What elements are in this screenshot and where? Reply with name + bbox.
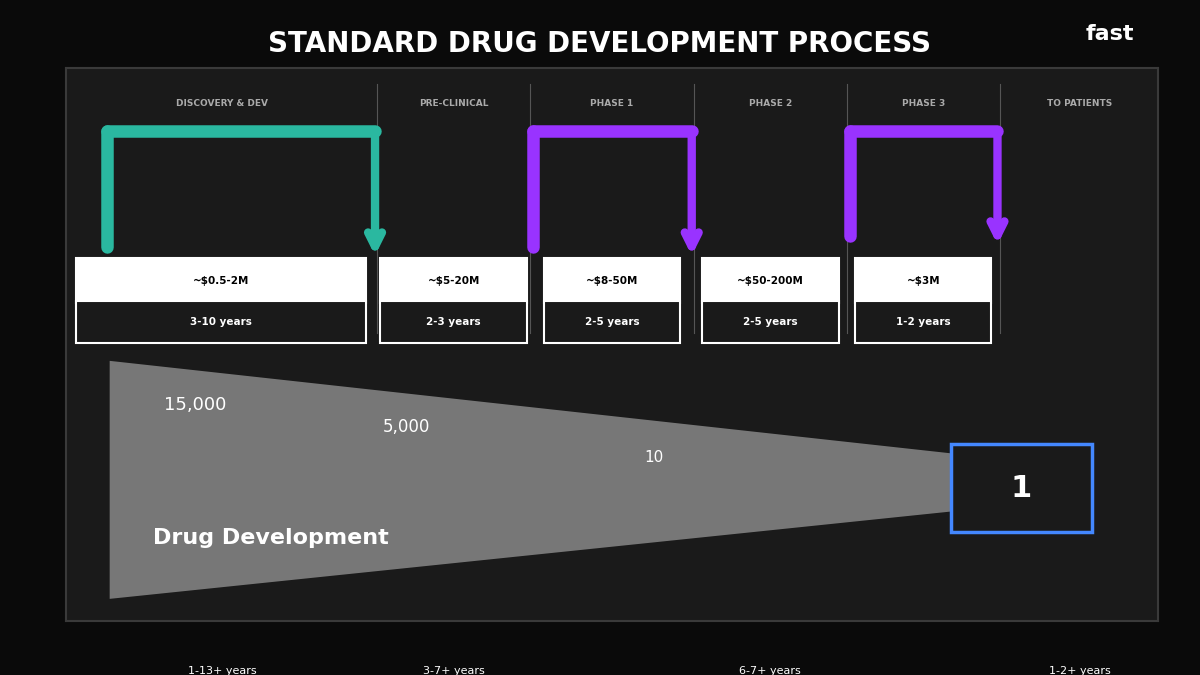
FancyBboxPatch shape (544, 301, 680, 343)
Text: 1: 1 (1010, 474, 1032, 503)
FancyBboxPatch shape (77, 259, 366, 303)
Text: TO PATIENTS: TO PATIENTS (1046, 99, 1112, 108)
FancyBboxPatch shape (380, 259, 527, 303)
FancyBboxPatch shape (702, 259, 839, 303)
FancyBboxPatch shape (702, 301, 839, 343)
Text: fast: fast (1086, 24, 1134, 44)
Text: 6-7+ years: 6-7+ years (739, 666, 802, 675)
Text: 10: 10 (644, 450, 664, 465)
FancyBboxPatch shape (544, 259, 680, 303)
Text: 5,000: 5,000 (383, 418, 430, 436)
Text: PHASE 2: PHASE 2 (749, 99, 792, 108)
Text: ~$0.5-2M: ~$0.5-2M (193, 275, 250, 286)
Text: 1-2+ years: 1-2+ years (1049, 666, 1110, 675)
Text: ~$5-20M: ~$5-20M (427, 275, 480, 286)
Text: 15,000: 15,000 (164, 396, 227, 414)
Text: PHASE 3: PHASE 3 (901, 99, 944, 108)
Text: 3-10 years: 3-10 years (190, 317, 252, 327)
FancyBboxPatch shape (854, 259, 991, 303)
Text: DISCOVERY & DEV: DISCOVERY & DEV (176, 99, 268, 108)
Text: 1-2 years: 1-2 years (896, 317, 950, 327)
FancyBboxPatch shape (77, 301, 366, 343)
Text: PHASE 1: PHASE 1 (590, 99, 634, 108)
Text: PRE-CLINICAL: PRE-CLINICAL (419, 99, 488, 108)
FancyBboxPatch shape (854, 301, 991, 343)
Polygon shape (109, 361, 1016, 599)
Text: 2-5 years: 2-5 years (743, 317, 798, 327)
Text: 3-7+ years: 3-7+ years (422, 666, 485, 675)
Text: 2-5 years: 2-5 years (584, 317, 640, 327)
Text: ~$50-200M: ~$50-200M (737, 275, 804, 286)
Text: ~$8-50M: ~$8-50M (586, 275, 638, 286)
Text: STANDARD DRUG DEVELOPMENT PROCESS: STANDARD DRUG DEVELOPMENT PROCESS (269, 30, 931, 58)
FancyBboxPatch shape (950, 444, 1092, 533)
Text: ~$3M: ~$3M (906, 275, 940, 286)
Text: Drug Development: Drug Development (154, 528, 389, 548)
Text: 2-3 years: 2-3 years (426, 317, 481, 327)
FancyBboxPatch shape (380, 301, 527, 343)
Text: 1-13+ years: 1-13+ years (188, 666, 257, 675)
